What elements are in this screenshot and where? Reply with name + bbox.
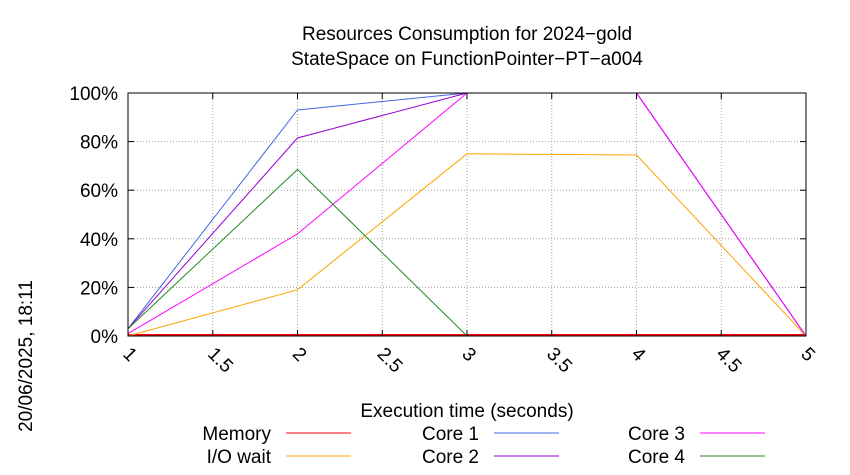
y-axis-ticks: 0% 20% 40% 60% 80% 100% bbox=[69, 84, 806, 348]
x-tick-label-7: 4.5 bbox=[712, 344, 746, 378]
legend-label-memory: Memory bbox=[202, 424, 271, 445]
x-tick-label-8: 5 bbox=[796, 344, 818, 366]
chart-title-line-1: Resources Consumption for 2024−gold bbox=[302, 24, 632, 45]
grid bbox=[128, 93, 806, 336]
x-tick-label-6: 4 bbox=[627, 344, 650, 367]
x-tick-label-5: 3.5 bbox=[542, 344, 576, 378]
y-tick-label-0: 0% bbox=[91, 327, 119, 348]
x-tick-label-2: 2 bbox=[288, 344, 310, 366]
timestamp-label: 20/06/2025, 18:11 bbox=[16, 280, 37, 432]
y-tick-label-2: 40% bbox=[80, 230, 118, 251]
legend-label-core-1: Core 1 bbox=[422, 424, 479, 445]
x-tick-label-1: 1.5 bbox=[203, 344, 237, 378]
x-tick-label-3: 2.5 bbox=[373, 344, 407, 378]
y-tick-label-3: 60% bbox=[80, 181, 118, 202]
legend-label-core-2: Core 2 bbox=[422, 447, 479, 468]
series-line-i-o-wait bbox=[127, 153, 807, 337]
legend-label-core-4: Core 4 bbox=[628, 447, 685, 468]
y-tick-label-5: 100% bbox=[69, 84, 118, 105]
chart-title-line-2: StateSpace on FunctionPointer−PT−a004 bbox=[291, 49, 643, 70]
legend-label-i-o-wait: I/O wait bbox=[207, 447, 272, 468]
legend-label-core-3: Core 3 bbox=[628, 424, 685, 445]
x-tick-label-4: 3 bbox=[457, 344, 479, 366]
y-tick-label-1: 20% bbox=[80, 278, 118, 299]
y-tick-label-4: 80% bbox=[80, 133, 118, 154]
x-tick-label-0: 1 bbox=[118, 344, 140, 366]
x-axis-label: Execution time (seconds) bbox=[360, 401, 573, 422]
